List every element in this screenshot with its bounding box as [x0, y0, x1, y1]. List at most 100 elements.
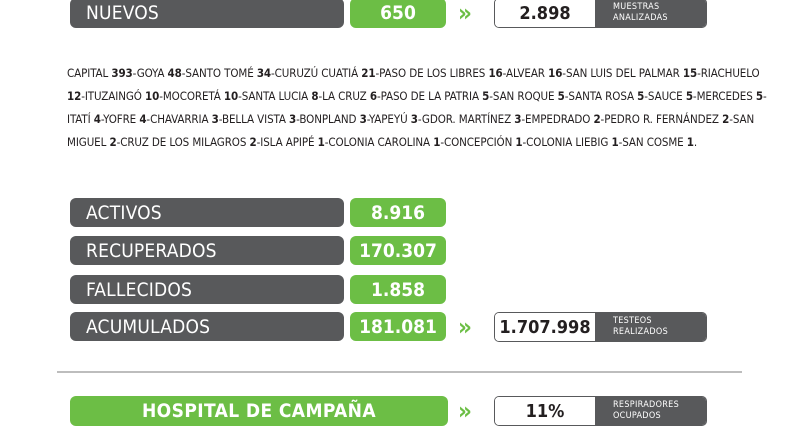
recuperados-label-pill: RECUPERADOS — [70, 236, 344, 265]
city-count: 5 — [557, 89, 565, 103]
city-count: 1 — [515, 135, 523, 149]
muestras-caption-line2: ANALIZADAS — [613, 13, 668, 23]
acumulados-value: 181.081 — [359, 315, 437, 338]
city-item: CAPITAL 393- — [67, 66, 137, 80]
nuevos-label: NUEVOS — [86, 2, 159, 24]
city-name: ISLA APIPÉ — [260, 135, 315, 149]
city-item: COLONIA CAROLINA 1- — [328, 135, 444, 149]
city-name: SAN MIGUEL — [67, 112, 755, 149]
city-count: 10 — [223, 89, 239, 103]
city-name: CONCEPCIÓN — [443, 135, 513, 149]
city-count: 34 — [256, 66, 272, 80]
city-item: ITATÍ 4- — [67, 112, 104, 126]
acumulados-label-pill: ACUMULADOS — [70, 312, 344, 341]
city-item: SANTA LUCIA 8- — [241, 89, 323, 103]
testeos-caption-line1: TESTEOS — [613, 316, 652, 326]
hospital-caption: RESPIRADORES OCUPADOS — [595, 397, 706, 425]
city-item: CRUZ DE LOS MILAGROS 2- — [120, 135, 261, 149]
city-name: SAN LUIS DEL PALMAR — [565, 66, 680, 80]
testeos-box: 1.707.998 TESTEOS REALIZADOS — [494, 312, 707, 342]
city-item: GOYA 48- — [136, 66, 186, 80]
city-name: RIACHUELO — [700, 66, 760, 80]
recuperados-label: RECUPERADOS — [86, 239, 217, 262]
chevron-right-icon: » — [458, 397, 472, 425]
city-name: PEDRO R. FERNÁNDEZ — [604, 112, 719, 126]
testeos-caption: TESTEOS REALIZADOS — [595, 313, 706, 341]
activos-label-pill: ACTIVOS — [70, 198, 344, 227]
city-count: 1 — [433, 135, 441, 149]
chevron-right-icon: » — [458, 313, 472, 341]
city-name: SAN COSME — [622, 135, 684, 149]
chevron-right-icon: » — [458, 0, 472, 27]
activos-value-pill: 8.916 — [350, 198, 446, 227]
city-count: 2 — [109, 135, 117, 149]
activos-label: ACTIVOS — [86, 201, 162, 224]
city-item: CURUZÚ CUATIÁ 21- — [274, 66, 380, 80]
city-name: ITUZAINGÓ — [84, 89, 142, 103]
city-count: 15 — [682, 66, 698, 80]
city-name: CHAVARRIA — [150, 112, 209, 126]
acumulados-label: ACUMULADOS — [86, 315, 211, 338]
city-name: SANTA ROSA — [568, 89, 634, 103]
city-name: SAN ROQUE — [492, 89, 555, 103]
city-item: PEDRO R. FERNÁNDEZ 2- — [604, 112, 733, 126]
city-count: 16 — [548, 66, 563, 80]
hospital-caption-line2: OCUPADOS — [613, 411, 661, 421]
city-name: ALVEAR — [506, 66, 545, 80]
city-name: YAPEYÚ — [368, 112, 408, 126]
city-count: 3 — [359, 112, 367, 126]
city-count: 2 — [249, 135, 257, 149]
muestras-box: 2.898 MUESTRAS ANALIZADAS — [494, 0, 707, 28]
city-item: SAN MIGUEL 2- — [67, 112, 755, 149]
city-name: BONPLAND — [299, 112, 357, 126]
fallecidos-value: 1.858 — [370, 278, 426, 301]
city-count: 1 — [686, 135, 694, 149]
city-name: GDOR. MARTÍNEZ — [421, 112, 512, 126]
nuevos-value-pill: 650 — [350, 0, 446, 28]
testeos-value: 1.707.998 — [495, 313, 595, 341]
city-name: GOYA — [136, 66, 165, 80]
city-count: 2 — [593, 112, 601, 126]
city-name: LA CRUZ — [322, 89, 367, 103]
hospital-label: HOSPITAL DE CAMPAÑA — [141, 400, 377, 422]
recuperados-value: 170.307 — [359, 239, 437, 262]
city-item: BONPLAND 3- — [299, 112, 369, 126]
city-count: 1 — [611, 135, 619, 149]
city-count: 5 — [685, 89, 693, 103]
city-count: 5 — [755, 89, 763, 103]
fallecidos-value-pill: 1.858 — [350, 275, 446, 304]
city-item: LA CRUZ 6- — [322, 89, 381, 103]
city-name: MOCORETÁ — [162, 89, 221, 103]
city-count: 3 — [211, 112, 219, 126]
city-count: 3 — [514, 112, 522, 126]
city-item: SANTA ROSA 5- — [568, 89, 648, 103]
city-count: 12 — [67, 89, 82, 103]
city-item: YOFRE 4- — [103, 112, 151, 126]
city-name: CURUZÚ CUATIÁ — [274, 66, 359, 80]
city-name: COLONIA LIEBIG — [526, 135, 609, 149]
city-item: GDOR. MARTÍNEZ 3- — [421, 112, 526, 126]
city-count: 5 — [482, 89, 490, 103]
city-name: SANTO TOMÉ — [185, 66, 254, 80]
city-item: MOCORETÁ 10- — [162, 89, 242, 103]
nuevos-value: 650 — [380, 2, 416, 24]
cities-list: CAPITAL 393-GOYA 48-SANTO TOMÉ 34-CURUZÚ… — [67, 62, 767, 154]
city-item: CONCEPCIÓN 1- — [443, 135, 527, 149]
city-name: MERCEDES — [696, 89, 753, 103]
hospital-caption-line1: RESPIRADORES — [613, 400, 680, 410]
city-item: SANTO TOMÉ 34- — [185, 66, 275, 80]
city-name: COLONIA CAROLINA — [328, 135, 431, 149]
hospital-label-pill: HOSPITAL DE CAMPAÑA — [70, 396, 448, 426]
city-count: 16 — [488, 66, 503, 80]
city-item: MERCEDES 5- — [696, 89, 767, 103]
section-divider — [57, 371, 742, 373]
city-count: 4 — [93, 112, 101, 126]
city-count: 3 — [410, 112, 418, 126]
acumulados-value-pill: 181.081 — [350, 312, 446, 341]
nuevos-label-pill: NUEVOS — [70, 0, 344, 28]
city-name: PASO DE LA PATRIA — [380, 89, 479, 103]
recuperados-value-pill: 170.307 — [350, 236, 446, 265]
city-name: CRUZ DE LOS MILAGROS — [120, 135, 247, 149]
city-item: SAN LUIS DEL PALMAR 15- — [565, 66, 701, 80]
city-name: PASO DE LOS LIBRES — [379, 66, 486, 80]
